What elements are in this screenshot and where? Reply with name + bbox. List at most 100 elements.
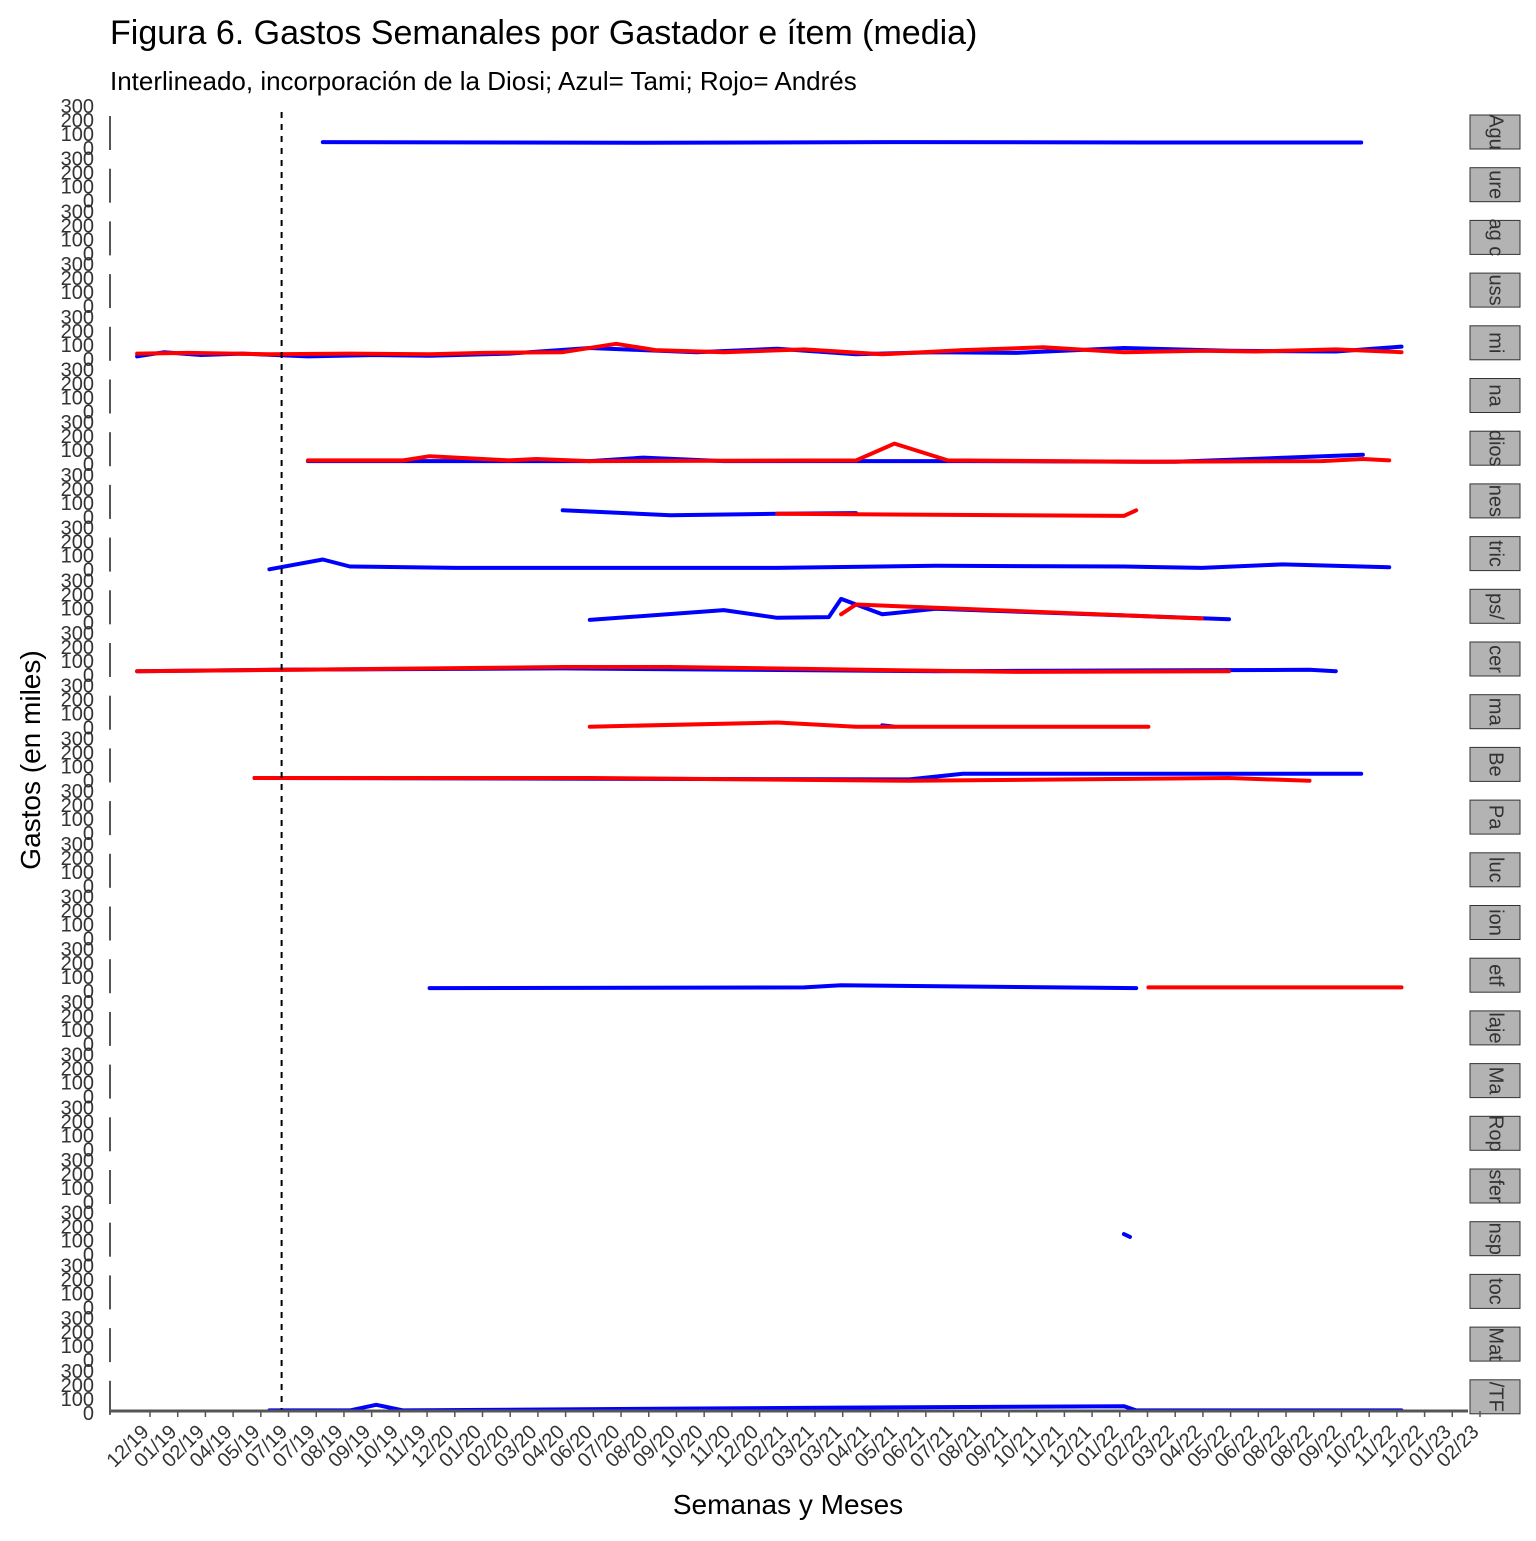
y-tick-label: 200	[61, 1217, 94, 1239]
y-tick-label: 300	[61, 149, 94, 171]
series-line	[1121, 1232, 1132, 1239]
facet-strip	[1469, 378, 1521, 413]
y-tick-label: 200	[61, 426, 94, 448]
series-line	[135, 665, 1231, 674]
facet-strip-label: sfer	[1485, 1169, 1507, 1203]
facet-strip-label: /TF	[1485, 1382, 1507, 1412]
facet-strip	[1469, 1115, 1521, 1151]
facet-strip-label: toc	[1485, 1278, 1507, 1305]
facet-strip	[1469, 957, 1521, 993]
y-tick-label: 300	[61, 1150, 94, 1172]
y-tick-label: 200	[61, 584, 94, 606]
series-line	[320, 140, 1364, 145]
y-tick-label: 100	[61, 651, 94, 673]
facet-strip	[1469, 325, 1521, 361]
y-tick-label: 0	[83, 929, 94, 951]
y-tick-label: 300	[61, 1097, 94, 1119]
chart-subtitle: Interlineado, incorporación de la Diosi;…	[110, 66, 857, 96]
facet-strip	[1469, 1010, 1521, 1046]
y-tick-label: 0	[83, 1245, 94, 1267]
facet-strip-label: ma	[1485, 698, 1507, 727]
y-tick-label: 0	[83, 1192, 94, 1214]
y-tick-label: 200	[61, 110, 94, 132]
facet-strip	[1469, 641, 1521, 677]
facet-strip	[1469, 430, 1521, 466]
facet-strip	[1469, 536, 1521, 572]
y-tick-label: 200	[61, 1164, 94, 1186]
y-tick-label: 100	[61, 1231, 94, 1253]
y-tick-label: 200	[61, 215, 94, 237]
y-tick-label: 0	[83, 296, 94, 318]
facet-strip	[1469, 1379, 1521, 1415]
series-line	[135, 341, 1404, 357]
y-tick-label: 0	[83, 876, 94, 898]
y-tick-label: 100	[61, 1283, 94, 1305]
series-line	[252, 776, 1312, 783]
y-tick-label: 100	[61, 1020, 94, 1042]
y-tick-label: 200	[61, 1006, 94, 1028]
series-line	[587, 720, 1151, 729]
facet-strip-label: luc	[1485, 857, 1507, 883]
y-tick-label: 100	[61, 1073, 94, 1095]
y-tick-label: 100	[61, 177, 94, 199]
y-tick-label: 0	[83, 243, 94, 265]
facet-strip-label: mi	[1485, 332, 1507, 353]
facet-strip-label: ion	[1485, 909, 1507, 936]
facet-strip	[1469, 799, 1521, 835]
y-tick-label: 300	[61, 412, 94, 434]
y-tick-label: 0	[83, 402, 94, 424]
y-tick-label: 0	[83, 560, 94, 582]
y-tick-label: 300	[61, 254, 94, 276]
y-tick-label: 300	[61, 887, 94, 909]
y-tick-label: 100	[61, 756, 94, 778]
y-tick-label: 0	[83, 507, 94, 529]
y-tick-label: 0	[83, 665, 94, 687]
y-tick-label: 200	[61, 690, 94, 712]
y-tick-label: 300	[61, 570, 94, 592]
facet-strip	[1469, 905, 1521, 940]
x-axis: 12/1901/1902/1904/1905/1907/1907/1908/19…	[103, 112, 1484, 1472]
series-line	[305, 441, 1392, 464]
y-tick-label: 200	[61, 1322, 94, 1344]
y-tick-label: 300	[61, 307, 94, 329]
y-tick-label: 0	[83, 349, 94, 371]
facet-strip-label: ure	[1485, 170, 1507, 199]
facet-strip-label: na	[1485, 384, 1507, 407]
series-line	[775, 508, 1139, 518]
y-tick-label: 0	[83, 718, 94, 740]
y-tick-label: 100	[61, 335, 94, 357]
facet-strip-label: nes	[1485, 485, 1507, 517]
y-tick-label: 200	[61, 742, 94, 764]
y-tick-label: 100	[61, 1178, 94, 1200]
series-line	[587, 596, 1231, 622]
y-tick-label: 200	[61, 637, 94, 659]
y-tick-label: 0	[83, 1034, 94, 1056]
y-tick-label: 200	[61, 532, 94, 554]
facet-strip-label: cer	[1485, 645, 1507, 673]
y-tick-label: 0	[83, 612, 94, 634]
y-tick-label: 200	[61, 795, 94, 817]
y-tick-label: 300	[61, 992, 94, 1014]
y-tick-label: 0	[83, 1087, 94, 1109]
facet-strip	[1469, 1063, 1521, 1099]
y-tick-label: 100	[61, 1336, 94, 1358]
facet-strip-label: uss	[1485, 275, 1507, 306]
facet-strip	[1469, 746, 1521, 782]
facet-strip	[1469, 1168, 1521, 1204]
